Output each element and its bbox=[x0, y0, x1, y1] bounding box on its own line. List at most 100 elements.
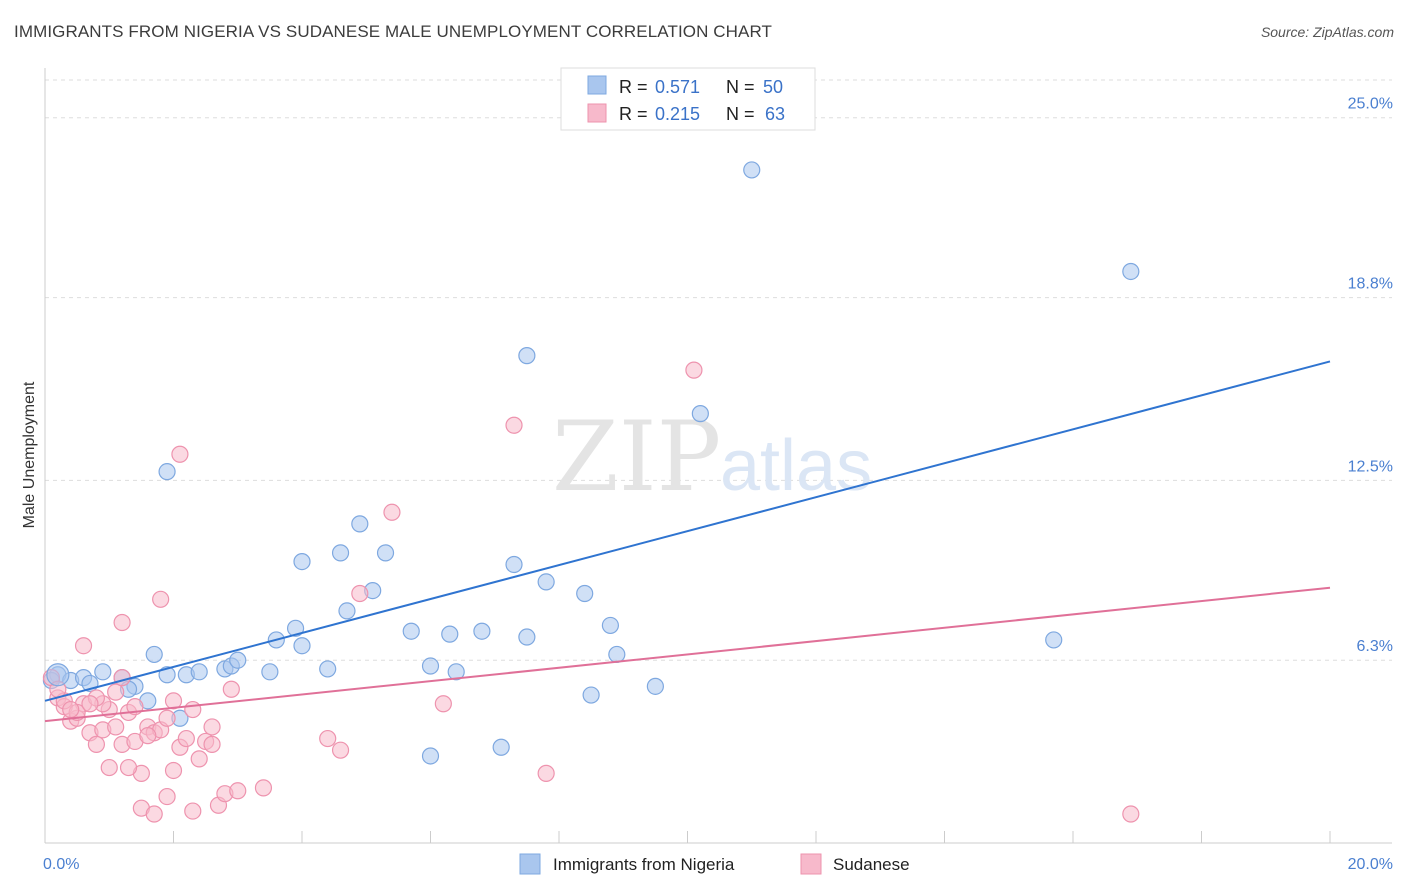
data-point bbox=[222, 680, 240, 698]
data-point bbox=[94, 663, 112, 681]
series-nigeria bbox=[42, 161, 1140, 765]
trend-line-nigeria bbox=[44, 360, 1331, 702]
legend-n-label: N = bbox=[726, 104, 755, 124]
data-point bbox=[505, 416, 523, 434]
trend-line-sudanese bbox=[44, 586, 1331, 723]
data-point bbox=[319, 660, 337, 678]
gridlines bbox=[45, 79, 1392, 661]
x-tick-label-min: 0.0% bbox=[43, 856, 79, 873]
bottom-legend: Immigrants from Nigeria Sudanese bbox=[519, 853, 910, 875]
data-point bbox=[158, 709, 176, 727]
data-point bbox=[177, 729, 195, 748]
y-tick-label: 25.0% bbox=[1348, 96, 1393, 113]
y-tick-label: 18.8% bbox=[1348, 276, 1393, 293]
data-point bbox=[351, 515, 369, 533]
legend-n-label: N = bbox=[726, 77, 755, 97]
data-point bbox=[646, 677, 664, 695]
data-point bbox=[505, 555, 523, 574]
bottom-legend-label-nigeria: Immigrants from Nigeria bbox=[553, 855, 735, 874]
data-point bbox=[518, 347, 536, 365]
watermark-zip: ZIP bbox=[552, 401, 721, 513]
data-point bbox=[158, 463, 176, 481]
data-point bbox=[331, 544, 350, 562]
data-point bbox=[473, 622, 491, 640]
data-point bbox=[190, 663, 208, 681]
data-point bbox=[139, 727, 157, 745]
bottom-legend-swatch-sudanese bbox=[800, 853, 822, 875]
data-point bbox=[164, 692, 183, 710]
data-point bbox=[351, 584, 369, 603]
data-point bbox=[229, 651, 247, 669]
data-point bbox=[685, 361, 703, 379]
legend-r-value: 0.571 bbox=[655, 77, 700, 97]
data-point bbox=[1045, 631, 1063, 649]
data-point bbox=[421, 747, 440, 765]
axes: 6.3% 12.5% 18.8% 25.0% 0.0% 20.0% bbox=[43, 68, 1393, 873]
legend-swatch-nigeria bbox=[587, 75, 607, 95]
data-point bbox=[81, 695, 99, 713]
data-point bbox=[158, 787, 176, 806]
data-point bbox=[691, 405, 709, 423]
data-point-cluster bbox=[46, 663, 70, 687]
data-point bbox=[62, 700, 80, 719]
legend-n-value: 50 bbox=[763, 77, 783, 97]
trend-lines bbox=[44, 360, 1331, 723]
legend-r-label: R = bbox=[619, 77, 648, 97]
data-point bbox=[441, 625, 459, 643]
legend: R = 0.571 N = 50 R = 0.215 N = 63 bbox=[560, 67, 816, 131]
y-tick-label: 12.5% bbox=[1348, 458, 1393, 475]
data-point bbox=[203, 735, 221, 753]
x-tick-label-max: 20.0% bbox=[1348, 856, 1393, 873]
data-point bbox=[184, 802, 202, 820]
legend-r-value: 0.215 bbox=[655, 104, 700, 124]
data-point bbox=[229, 782, 247, 800]
data-point bbox=[119, 758, 138, 777]
legend-swatch-sudanese bbox=[587, 103, 607, 123]
data-point bbox=[152, 590, 170, 608]
watermark: ZIP atlas bbox=[552, 401, 872, 513]
watermark-atlas: atlas bbox=[720, 426, 872, 506]
data-point bbox=[537, 764, 555, 782]
source-label: Source: ZipAtlas.com bbox=[1260, 24, 1394, 40]
data-point bbox=[145, 805, 163, 823]
data-point bbox=[338, 602, 356, 620]
data-point bbox=[190, 750, 208, 768]
data-point bbox=[608, 645, 626, 664]
y-tick-label: 6.3% bbox=[1357, 638, 1393, 655]
data-point bbox=[293, 637, 311, 655]
bottom-legend-swatch-nigeria bbox=[519, 853, 541, 875]
data-point bbox=[261, 663, 279, 681]
data-point bbox=[376, 544, 395, 562]
data-point bbox=[164, 761, 183, 780]
bottom-legend-label-sudanese: Sudanese bbox=[833, 855, 910, 874]
data-point bbox=[158, 666, 176, 684]
data-point bbox=[286, 619, 305, 637]
data-point bbox=[582, 686, 600, 704]
data-point bbox=[100, 758, 118, 777]
data-point bbox=[107, 683, 125, 701]
data-point bbox=[145, 645, 163, 664]
data-point bbox=[254, 779, 273, 797]
chart-title: IMMIGRANTS FROM NIGERIA VS SUDANESE MALE… bbox=[14, 22, 773, 41]
data-point bbox=[107, 718, 125, 736]
data-point bbox=[171, 445, 189, 463]
data-point bbox=[184, 700, 202, 719]
data-point bbox=[601, 616, 620, 635]
data-point bbox=[113, 613, 131, 632]
data-point bbox=[293, 552, 311, 571]
data-point bbox=[743, 161, 761, 179]
data-point bbox=[331, 741, 350, 759]
data-point bbox=[87, 735, 106, 753]
data-point bbox=[203, 718, 221, 736]
data-point bbox=[518, 628, 536, 646]
data-point bbox=[576, 584, 594, 603]
data-point bbox=[74, 637, 93, 655]
legend-n-value: 63 bbox=[765, 104, 785, 124]
data-point bbox=[319, 729, 337, 748]
data-point bbox=[537, 573, 555, 591]
data-point bbox=[447, 663, 465, 681]
data-point bbox=[113, 669, 131, 687]
data-point bbox=[1122, 262, 1140, 281]
data-point bbox=[421, 657, 440, 675]
